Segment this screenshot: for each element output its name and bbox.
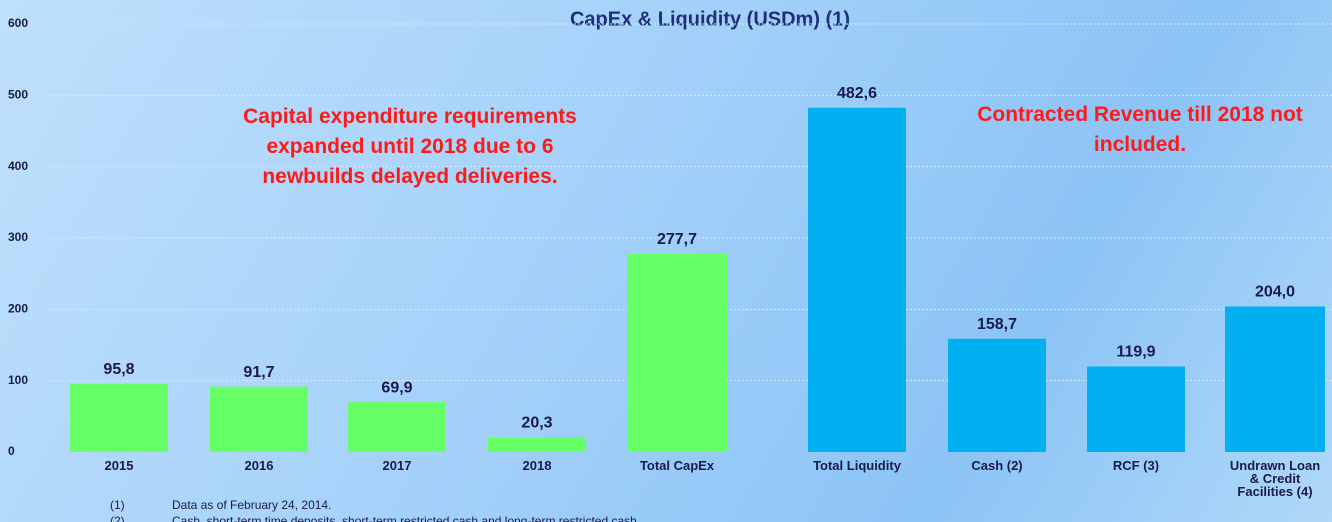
y-tick-label: 600 [8,16,28,30]
x-tick-label: Total Liquidity [813,458,901,473]
y-tick-label: 0 [8,444,15,458]
x-tick-label: 2018 [522,458,552,473]
bar [348,402,446,452]
x-tick-label: 2015 [104,458,134,473]
bar [948,338,1046,452]
bar [808,107,906,452]
footnote-number: (2) [110,514,125,522]
footnote: (1) Data as of February 24, 2014. [110,498,331,512]
value-label: 277,7 [657,231,697,248]
value-label: 95,8 [103,361,134,378]
x-tick-label: RCF (3) [1112,458,1160,473]
footnote-text: Data as of February 24, 2014. [172,498,332,512]
y-tick-label: 200 [8,302,28,316]
x-tick-label: 2016 [244,458,274,473]
bar [627,253,727,452]
value-label: 20,3 [521,415,552,432]
annotation: Contracted Revenue till 2018 not include… [977,103,1303,156]
value-label: 158,7 [977,316,1017,333]
y-tick-label: 300 [8,230,28,244]
annotation: Capital expenditure requirements expande… [243,105,577,188]
footnote-text: Cash, short-term time deposits, short-te… [172,514,641,522]
footnote-number: (1) [110,498,125,512]
value-label: 482,6 [837,85,877,102]
value-label: 91,7 [243,364,274,381]
x-tick-label: 2017 [382,458,412,473]
bar [1087,366,1185,452]
value-label: 119,9 [1116,344,1155,361]
y-tick-label: 100 [8,373,28,387]
value-label: 204,0 [1255,284,1295,301]
value-label: 69,9 [381,379,412,396]
x-tick-label: Total CapEx [639,458,715,473]
footnote: (2) Cash, short-term time deposits, short… [110,514,640,522]
bar [488,437,586,452]
bar [70,383,168,452]
x-tick-label: Cash (2) [971,458,1023,473]
bar [210,386,308,452]
chart-title: CapEx & Liquidity (USDm) (1) [570,8,850,30]
bar [1225,306,1325,452]
y-tick-label: 400 [8,159,28,173]
y-tick-label: 500 [8,88,28,102]
x-tick-label: Undrawn Loan & Credit Facilities (4) [1229,458,1321,499]
